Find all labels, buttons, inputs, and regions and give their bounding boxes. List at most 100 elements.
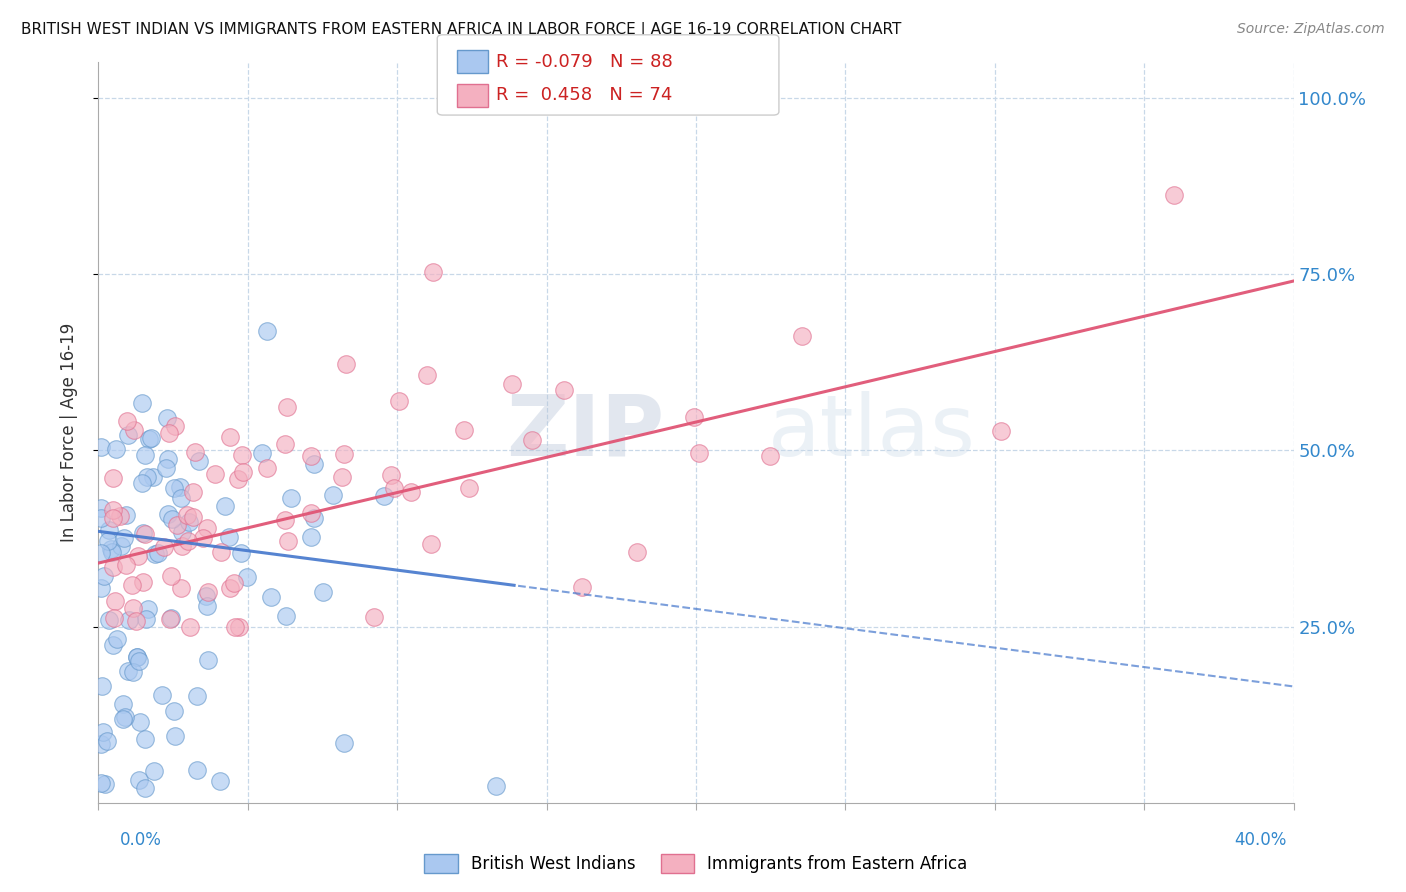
Point xyxy=(228,619,250,633)
Text: atlas: atlas xyxy=(768,391,976,475)
Point xyxy=(195,589,218,603)
Point xyxy=(118,613,141,627)
Point xyxy=(103,503,125,517)
Text: R = -0.079   N = 88: R = -0.079 N = 88 xyxy=(496,53,673,70)
Point xyxy=(145,547,167,561)
Point xyxy=(260,591,283,605)
Point xyxy=(311,585,333,599)
Point xyxy=(160,512,183,526)
Point xyxy=(222,576,245,591)
Point xyxy=(419,536,441,550)
Point xyxy=(91,679,114,693)
Point xyxy=(688,445,710,459)
Point xyxy=(177,516,200,530)
Point xyxy=(333,735,356,749)
Point xyxy=(90,501,112,516)
Point xyxy=(127,549,149,564)
Point xyxy=(380,468,402,483)
Point xyxy=(160,569,183,583)
Point xyxy=(322,488,344,502)
Point xyxy=(170,491,193,506)
Point xyxy=(127,650,149,665)
Point xyxy=(166,517,188,532)
Point xyxy=(135,612,157,626)
Point xyxy=(112,531,135,545)
Point xyxy=(104,594,127,608)
Point xyxy=(274,437,297,451)
Point xyxy=(280,491,302,505)
Point xyxy=(990,424,1012,438)
Point xyxy=(388,393,411,408)
Point xyxy=(228,472,250,486)
Point xyxy=(156,508,179,522)
Point xyxy=(121,578,143,592)
Point xyxy=(103,560,125,574)
Point xyxy=(299,506,322,520)
Point xyxy=(416,368,439,382)
Point xyxy=(100,542,122,557)
Point xyxy=(125,650,148,665)
Point xyxy=(128,654,150,668)
Point xyxy=(136,602,159,616)
Point xyxy=(170,582,193,596)
Point xyxy=(117,664,139,678)
Point xyxy=(235,570,257,584)
Point xyxy=(176,508,198,522)
Point xyxy=(124,423,146,437)
Point xyxy=(90,776,112,790)
Point xyxy=(115,414,138,428)
Point xyxy=(181,509,204,524)
Point xyxy=(98,523,121,537)
Point xyxy=(150,688,173,702)
Point xyxy=(422,265,444,279)
Point xyxy=(114,558,136,572)
Point xyxy=(103,470,125,484)
Point xyxy=(94,777,117,791)
Text: 0.0%: 0.0% xyxy=(120,831,162,849)
Point xyxy=(302,511,325,525)
Point xyxy=(90,440,112,454)
Text: ZI: ZI xyxy=(506,391,600,475)
Point xyxy=(501,376,523,391)
Point xyxy=(277,533,299,548)
Point xyxy=(134,731,156,746)
Point xyxy=(382,481,405,495)
Point xyxy=(186,763,208,777)
Point xyxy=(218,529,240,543)
Point xyxy=(98,613,121,627)
Point xyxy=(172,539,194,553)
Point xyxy=(112,697,135,711)
Point xyxy=(188,454,211,468)
Point xyxy=(453,423,475,437)
Point xyxy=(141,430,163,444)
Point xyxy=(131,395,153,409)
Point xyxy=(114,710,136,724)
Point xyxy=(363,610,385,624)
Point xyxy=(191,531,214,545)
Point xyxy=(91,725,114,739)
Point xyxy=(117,428,139,442)
Point xyxy=(110,539,132,553)
Point xyxy=(399,484,422,499)
Point xyxy=(169,480,191,494)
Point xyxy=(100,545,122,559)
Point xyxy=(218,581,240,595)
Point xyxy=(159,611,181,625)
Point xyxy=(571,580,593,594)
Point xyxy=(103,611,125,625)
Point xyxy=(186,690,208,704)
Text: Source: ZipAtlas.com: Source: ZipAtlas.com xyxy=(1237,22,1385,37)
Point xyxy=(214,499,236,513)
Point xyxy=(122,665,145,680)
Legend: British West Indians, Immigrants from Eastern Africa: British West Indians, Immigrants from Ea… xyxy=(418,847,974,880)
Text: R =  0.458   N = 74: R = 0.458 N = 74 xyxy=(496,87,672,104)
Point xyxy=(156,452,179,467)
Point xyxy=(134,448,156,462)
Point xyxy=(163,418,186,433)
Point xyxy=(231,448,253,462)
Point xyxy=(128,772,150,787)
Point xyxy=(138,432,160,446)
Point xyxy=(256,324,278,338)
Point xyxy=(163,481,186,495)
Point xyxy=(626,545,648,559)
